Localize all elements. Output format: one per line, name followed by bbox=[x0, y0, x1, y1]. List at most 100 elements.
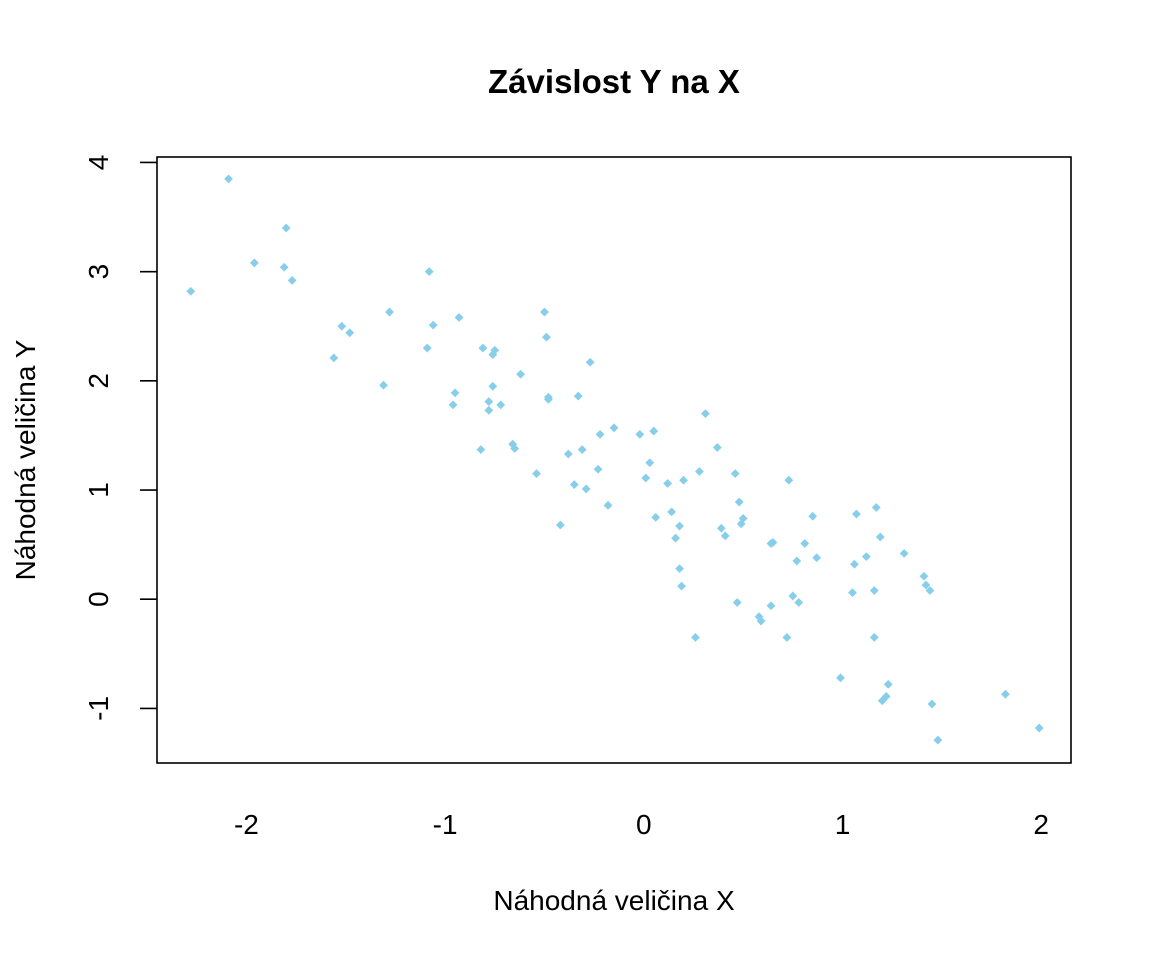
data-point bbox=[281, 223, 291, 233]
data-point bbox=[836, 673, 845, 683]
data-point bbox=[667, 507, 677, 517]
y-axis: -1 0 1 2 3 4 bbox=[83, 155, 157, 721]
data-point bbox=[848, 588, 857, 598]
data-point bbox=[768, 538, 778, 547]
data-point bbox=[1034, 723, 1044, 733]
data-point bbox=[782, 633, 792, 642]
data-point bbox=[899, 548, 909, 558]
x-tick-label: 2 bbox=[1033, 809, 1049, 840]
data-point bbox=[577, 445, 587, 455]
y-axis-label: Náhodná veličina Y bbox=[10, 339, 41, 580]
data-point bbox=[933, 735, 943, 745]
data-point bbox=[1001, 689, 1010, 699]
y-tick-label: 3 bbox=[83, 264, 114, 280]
data-point bbox=[871, 503, 881, 512]
data-point bbox=[788, 591, 798, 601]
data-point bbox=[385, 307, 394, 317]
data-point bbox=[641, 473, 651, 483]
data-point bbox=[609, 423, 619, 433]
data-point bbox=[488, 350, 498, 360]
x-tick-label: -1 bbox=[433, 809, 458, 840]
data-point bbox=[569, 480, 579, 489]
data-point bbox=[738, 514, 748, 523]
data-point bbox=[679, 475, 688, 485]
data-point bbox=[651, 512, 661, 522]
data-point bbox=[881, 691, 891, 701]
data-point bbox=[585, 357, 595, 367]
data-point bbox=[603, 500, 613, 510]
data-point bbox=[649, 426, 659, 436]
data-point bbox=[691, 633, 700, 642]
data-point bbox=[671, 533, 680, 543]
data-point bbox=[422, 343, 432, 353]
data-point bbox=[484, 405, 494, 415]
data-point bbox=[484, 397, 494, 406]
data-point bbox=[883, 679, 893, 689]
data-point bbox=[186, 286, 196, 296]
data-point bbox=[921, 580, 931, 590]
data-point bbox=[595, 429, 605, 439]
data-point bbox=[919, 571, 929, 581]
data-point bbox=[695, 467, 704, 476]
data-point bbox=[454, 313, 464, 322]
plot-area-frame bbox=[156, 156, 1072, 764]
data-point bbox=[593, 464, 603, 474]
data-point bbox=[712, 443, 722, 452]
data-point bbox=[488, 381, 498, 391]
data-point bbox=[490, 345, 500, 355]
data-point bbox=[635, 429, 645, 439]
y-tick-label: -1 bbox=[83, 696, 114, 721]
y-tick-label: 2 bbox=[83, 373, 114, 389]
data-point bbox=[875, 532, 885, 542]
data-point bbox=[677, 581, 686, 591]
data-point bbox=[716, 523, 726, 533]
data-point bbox=[279, 262, 289, 272]
data-point bbox=[379, 380, 388, 390]
data-points bbox=[186, 174, 1044, 745]
data-point bbox=[287, 275, 297, 285]
data-point bbox=[812, 553, 822, 563]
data-point bbox=[337, 321, 347, 331]
data-point bbox=[794, 598, 804, 607]
data-point bbox=[544, 392, 553, 402]
data-point bbox=[784, 475, 794, 485]
data-point bbox=[224, 174, 233, 184]
data-point bbox=[663, 479, 673, 488]
x-tick-label: 1 bbox=[835, 809, 851, 840]
data-point bbox=[720, 531, 730, 541]
data-point bbox=[869, 586, 879, 595]
data-point bbox=[424, 267, 434, 277]
data-point bbox=[730, 469, 740, 479]
data-point bbox=[792, 556, 802, 566]
data-point bbox=[925, 586, 935, 595]
data-point bbox=[869, 633, 879, 642]
data-point bbox=[448, 400, 458, 410]
data-point bbox=[756, 616, 766, 626]
x-axis-label: Náhodná veličina X bbox=[493, 885, 735, 916]
data-point bbox=[675, 521, 684, 531]
data-point bbox=[450, 388, 460, 398]
x-axis: -2 -1 0 1 2 bbox=[234, 809, 1049, 840]
chart-title: Závislost Y na X bbox=[488, 63, 740, 100]
data-point bbox=[581, 484, 591, 494]
data-point bbox=[645, 458, 655, 468]
data-point bbox=[766, 601, 776, 611]
data-point bbox=[478, 343, 488, 353]
y-tick-label: 1 bbox=[83, 482, 114, 498]
x-tick-label: 0 bbox=[636, 809, 652, 840]
data-point bbox=[861, 552, 871, 562]
data-point bbox=[573, 391, 583, 401]
data-point bbox=[329, 353, 339, 363]
data-point bbox=[927, 699, 937, 709]
data-point bbox=[850, 559, 859, 569]
data-point bbox=[532, 469, 541, 479]
data-point bbox=[808, 511, 818, 521]
data-point bbox=[540, 307, 549, 317]
data-point bbox=[510, 444, 520, 453]
x-tick-label: -2 bbox=[234, 809, 259, 840]
data-point bbox=[852, 509, 861, 519]
data-point bbox=[496, 400, 506, 410]
y-tick-label: 4 bbox=[83, 155, 114, 171]
data-point bbox=[516, 369, 526, 379]
